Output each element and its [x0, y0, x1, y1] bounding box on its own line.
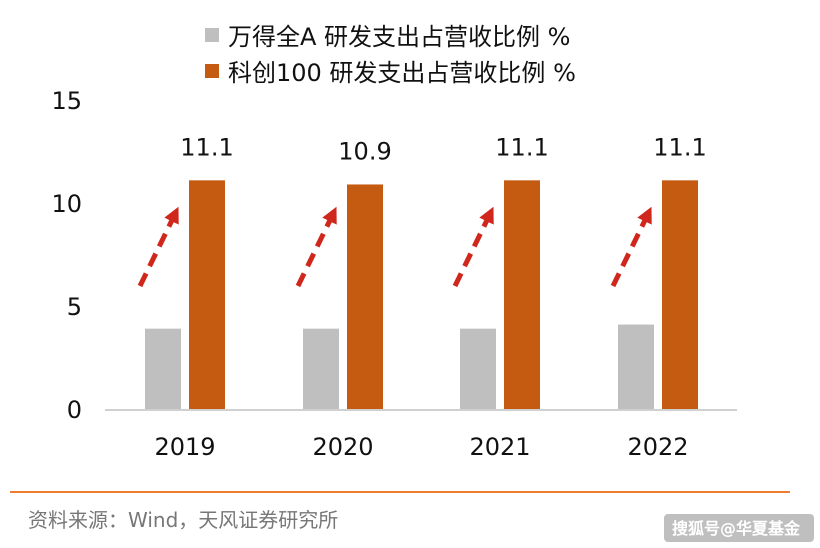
x-tick-label-2020: 2020 — [312, 433, 373, 461]
trend-arrow-2019 — [137, 206, 179, 288]
watermark-text: 搜狐号@华夏基金 — [672, 519, 801, 538]
x-axis: 2019 2020 2021 2022 — [105, 409, 737, 461]
bar-wind-all-a-2022 — [618, 324, 654, 409]
data-label-star-100-2021: 11.1 — [495, 133, 548, 161]
y-tick-label-15: 15 — [51, 87, 82, 115]
y-axis: 0 5 10 15 — [51, 87, 82, 424]
data-label-star-100-2020: 10.9 — [338, 137, 391, 165]
x-tick-label-2022: 2022 — [627, 433, 688, 461]
data-labels: 11.1 10.9 11.1 11.1 — [180, 133, 706, 165]
watermark: 搜狐号@华夏基金 — [664, 514, 814, 542]
bar-wind-all-a-2021 — [460, 328, 496, 409]
y-tick-label-10: 10 — [51, 190, 82, 218]
trend-arrows — [137, 206, 652, 288]
bar-star-100-2019 — [189, 180, 225, 409]
y-tick-label-0: 0 — [67, 396, 82, 424]
legend-label-star-100: 科创100 研发支出占营收比例 % — [228, 59, 576, 87]
x-tick-label-2021: 2021 — [469, 433, 530, 461]
x-tick-label-2019: 2019 — [154, 433, 215, 461]
data-label-star-100-2019: 11.1 — [180, 133, 233, 161]
trend-arrow-2021 — [452, 206, 494, 288]
bar-wind-all-a-2019 — [145, 328, 181, 409]
legend-label-wind-all-a: 万得全A 研发支出占营收比例 % — [228, 23, 570, 51]
bar-star-100-2020 — [347, 184, 383, 409]
data-label-star-100-2022: 11.1 — [653, 133, 706, 161]
bar-star-100-2022 — [662, 180, 698, 409]
source-note: 资料来源：Wind，天风证券研究所 — [28, 508, 338, 532]
trend-arrow-2020 — [295, 206, 337, 288]
legend-swatch-wind-all-a — [205, 28, 219, 42]
bar-wind-all-a-2020 — [303, 328, 339, 409]
legend: 万得全A 研发支出占营收比例 % 科创100 研发支出占营收比例 % — [205, 23, 576, 87]
bar-star-100-2021 — [504, 180, 540, 409]
trend-arrow-2022 — [610, 206, 652, 288]
bars — [145, 180, 698, 409]
legend-swatch-star-100 — [205, 64, 219, 78]
y-tick-label-5: 5 — [67, 293, 82, 321]
watermark-background — [664, 514, 814, 542]
